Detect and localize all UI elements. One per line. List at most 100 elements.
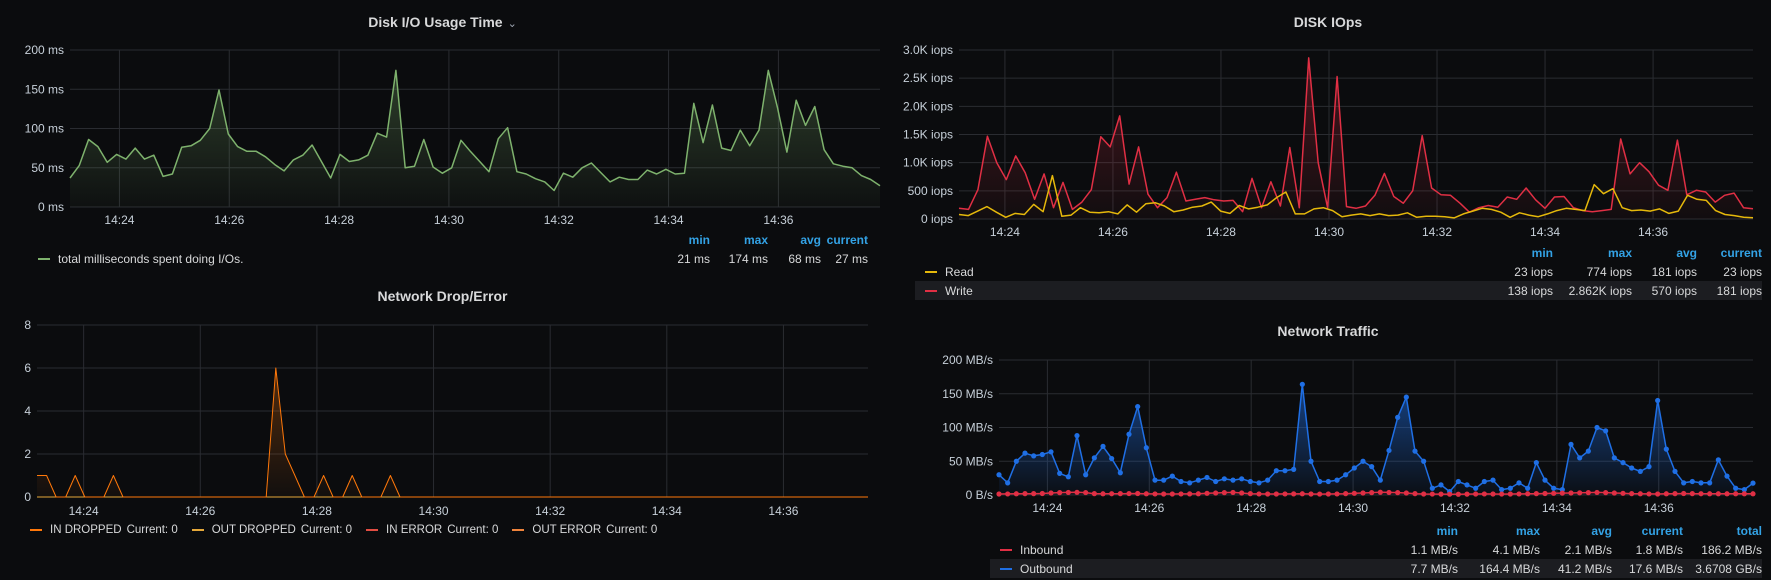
legend-item-out-error[interactable]: OUT ERROR Current: 0 bbox=[512, 524, 657, 536]
outbound-point[interactable] bbox=[1412, 448, 1418, 454]
inbound-point[interactable] bbox=[1369, 490, 1375, 496]
outbound-point[interactable] bbox=[1351, 465, 1357, 471]
outbound-point[interactable] bbox=[1117, 470, 1123, 476]
outbound-point[interactable] bbox=[1126, 431, 1132, 437]
inbound-point[interactable] bbox=[1698, 491, 1704, 497]
outbound-point[interactable] bbox=[1265, 477, 1271, 483]
outbound-point[interactable] bbox=[1195, 477, 1201, 483]
outbound-point[interactable] bbox=[1646, 464, 1652, 470]
inbound-point[interactable] bbox=[1057, 490, 1063, 496]
outbound-point[interactable] bbox=[996, 472, 1002, 478]
inbound-point[interactable] bbox=[1551, 490, 1557, 496]
series-label[interactable]: total milliseconds spent doing I/Os. bbox=[58, 251, 244, 266]
series-color-swatch[interactable] bbox=[925, 289, 937, 292]
inbound-point[interactable] bbox=[1083, 489, 1089, 496]
series-label[interactable]: IN DROPPED bbox=[50, 524, 122, 536]
legend-col-total[interactable]: total bbox=[1736, 523, 1762, 538]
legend-row-read[interactable]: Read 23 iops 774 iops 181 iops 23 iops bbox=[915, 262, 1762, 281]
inbound-point[interactable] bbox=[1126, 490, 1132, 497]
inbound-point[interactable] bbox=[1481, 491, 1487, 497]
inbound-point[interactable] bbox=[1559, 490, 1565, 496]
outbound-point[interactable] bbox=[1499, 487, 1505, 493]
inbound-point[interactable] bbox=[1187, 491, 1193, 497]
inbound-point[interactable] bbox=[1343, 491, 1349, 497]
outbound-point[interactable] bbox=[1681, 480, 1687, 486]
inbound-point[interactable] bbox=[1577, 490, 1583, 496]
inbound-point[interactable] bbox=[1039, 490, 1045, 497]
outbound-point[interactable] bbox=[1369, 464, 1375, 470]
inbound-point[interactable] bbox=[1161, 491, 1167, 497]
chevron-down-icon[interactable]: ⌄ bbox=[507, 18, 517, 30]
read-line[interactable] bbox=[958, 174, 1754, 219]
outbound-point[interactable] bbox=[1507, 485, 1513, 491]
inbound-point[interactable] bbox=[1325, 491, 1331, 497]
outbound-point[interactable] bbox=[1741, 487, 1747, 493]
outbound-point[interactable] bbox=[1221, 476, 1227, 482]
inbound-point[interactable] bbox=[1594, 489, 1600, 496]
outbound-point[interactable] bbox=[1689, 478, 1695, 485]
inbound-point[interactable] bbox=[1169, 491, 1175, 497]
legend-col-current[interactable]: current bbox=[1641, 523, 1683, 538]
legend-row-inbound[interactable]: Inbound 1.1 MB/s 4.1 MB/s 2.1 MB/s 1.8 M… bbox=[990, 540, 1762, 559]
inbound-line[interactable] bbox=[998, 491, 1753, 496]
inbound-point[interactable] bbox=[1507, 491, 1513, 497]
series-label[interactable]: OUT DROPPED bbox=[211, 524, 296, 536]
inbound-point[interactable] bbox=[1377, 489, 1383, 495]
inbound-point[interactable] bbox=[1091, 491, 1097, 497]
outbound-point[interactable] bbox=[1256, 480, 1262, 486]
inbound-point[interactable] bbox=[1681, 490, 1687, 497]
inbound-point[interactable] bbox=[1655, 491, 1661, 497]
outbound-point[interactable] bbox=[1464, 482, 1470, 488]
inbound-point[interactable] bbox=[1533, 491, 1539, 497]
inbound-point[interactable] bbox=[1308, 491, 1314, 497]
inbound-point[interactable] bbox=[1031, 491, 1037, 497]
outbound-point[interactable] bbox=[1317, 478, 1323, 485]
outbound-point[interactable] bbox=[1525, 485, 1531, 491]
legend-col-current[interactable]: current bbox=[826, 232, 868, 247]
inbound-point[interactable] bbox=[1733, 491, 1739, 497]
legend-row[interactable]: total milliseconds spent doing I/Os. 21 … bbox=[28, 249, 868, 268]
outbound-point[interactable] bbox=[1707, 480, 1713, 486]
inbound-point[interactable] bbox=[1568, 490, 1574, 496]
legend-col-max[interactable]: max bbox=[1515, 523, 1540, 538]
outbound-point[interactable] bbox=[1594, 424, 1600, 431]
write-line[interactable] bbox=[958, 57, 1754, 213]
outbound-point[interactable] bbox=[1672, 468, 1678, 474]
inbound-point[interactable] bbox=[1239, 490, 1245, 496]
outbound-point[interactable] bbox=[1135, 403, 1141, 410]
outbound-point[interactable] bbox=[1005, 480, 1011, 486]
inbound-point[interactable] bbox=[1455, 491, 1461, 497]
in-dropped-line[interactable] bbox=[37, 367, 868, 498]
outbound-point[interactable] bbox=[1161, 477, 1167, 483]
inbound-point[interactable] bbox=[1265, 491, 1271, 497]
outbound-point[interactable] bbox=[1178, 478, 1184, 485]
outbound-point[interactable] bbox=[1516, 480, 1522, 486]
inbound-point[interactable] bbox=[1689, 491, 1695, 497]
inbound-point[interactable] bbox=[1317, 491, 1323, 497]
outbound-point[interactable] bbox=[1282, 468, 1288, 474]
inbound-point[interactable] bbox=[1065, 489, 1071, 496]
outbound-point[interactable] bbox=[1455, 478, 1461, 485]
inbound-point[interactable] bbox=[1135, 490, 1141, 497]
net-traffic-chart[interactable]: 0 B/s 50 MB/s 100 MB/s 150 MB/s 200 MB/s 14:2… bbox=[885, 350, 1771, 515]
outbound-point[interactable] bbox=[1421, 458, 1427, 464]
outbound-point[interactable] bbox=[1039, 451, 1045, 458]
inbound-point[interactable] bbox=[1490, 491, 1496, 497]
inbound-point[interactable] bbox=[1273, 491, 1279, 497]
outbound-point[interactable] bbox=[1343, 472, 1349, 478]
inbound-point[interactable] bbox=[1143, 491, 1149, 497]
inbound-point[interactable] bbox=[1611, 490, 1617, 496]
outbound-point[interactable] bbox=[1100, 443, 1106, 449]
outbound-point[interactable] bbox=[1733, 485, 1739, 491]
outbound-point[interactable] bbox=[1074, 433, 1080, 439]
outbound-point[interactable] bbox=[1551, 485, 1557, 491]
outbound-line[interactable] bbox=[998, 383, 1754, 493]
inbound-point[interactable] bbox=[1646, 491, 1652, 497]
inbound-point[interactable] bbox=[1672, 491, 1678, 497]
outbound-point[interactable] bbox=[1048, 449, 1054, 455]
outbound-point[interactable] bbox=[1377, 477, 1383, 483]
legend-col-avg[interactable]: avg bbox=[1676, 245, 1697, 260]
inbound-point[interactable] bbox=[1585, 490, 1591, 496]
inbound-point[interactable] bbox=[1412, 491, 1418, 497]
series-label[interactable]: Outbound bbox=[1020, 561, 1073, 576]
